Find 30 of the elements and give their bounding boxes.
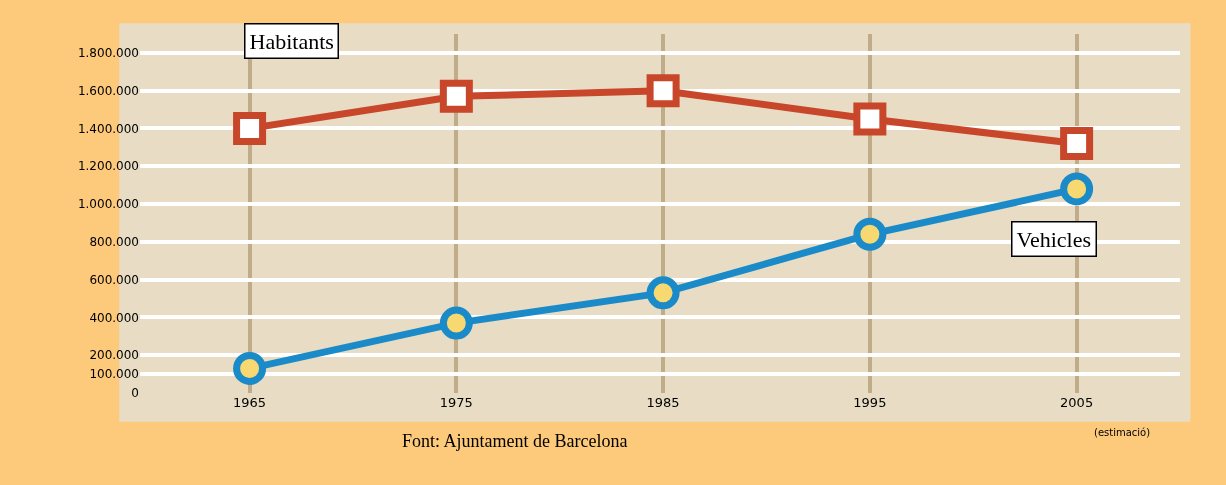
y-tick-label: 400.000 — [89, 310, 139, 325]
point — [853, 102, 887, 136]
point — [1060, 172, 1094, 206]
point — [233, 111, 267, 145]
y-tick-label: 100.000 — [89, 367, 139, 382]
x-tick-label: 1975 — [439, 395, 473, 410]
y-tick-label: 1.600.000 — [77, 83, 139, 98]
point — [1060, 127, 1094, 161]
y-tick-label: 0 — [131, 386, 139, 401]
y-tick-label: 1.400.000 — [77, 121, 139, 136]
point — [439, 79, 473, 113]
text: Font: Ajuntament de Barcelona — [402, 431, 628, 451]
point — [853, 217, 887, 251]
y-tick-label: 1.000.000 — [77, 197, 139, 212]
y-tick-label: 800.000 — [89, 235, 139, 250]
point — [439, 306, 473, 340]
x-tick-label: 1995 — [853, 395, 887, 410]
point — [646, 276, 680, 310]
point — [646, 74, 680, 108]
x-tick-label: 1965 — [233, 395, 267, 410]
y-tick-label: 200.000 — [89, 348, 139, 363]
y-tick-label: 1.200.000 — [77, 159, 139, 174]
x-tick-label: 2005 — [1060, 395, 1094, 410]
text: Habitants — [249, 28, 334, 54]
text: (estimació) — [1094, 427, 1151, 438]
y-tick-label: 600.000 — [89, 272, 139, 287]
x-tick-label: 1985 — [646, 395, 680, 410]
y-tick-label: 1.800.000 — [77, 46, 139, 61]
point — [233, 351, 267, 385]
series-label: Vehicles — [1016, 226, 1092, 252]
